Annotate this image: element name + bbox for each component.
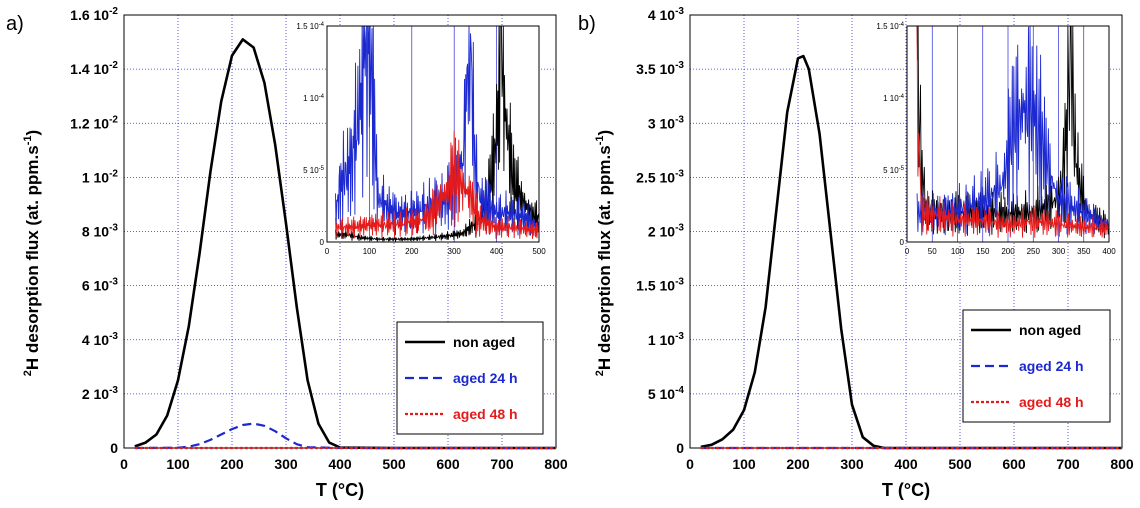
panel-a-ytick-8: 1.6 10-2 xyxy=(70,6,118,23)
panel-b-inset-xtick-350: 350 xyxy=(1077,247,1091,256)
panel-b-xtick-700: 700 xyxy=(1056,456,1080,472)
panel-a-ytick-4: 8 10-3 xyxy=(82,223,119,240)
panel-b-ytick-5: 2.5 10-3 xyxy=(636,168,684,185)
panel-a-legend-label-2: aged 48 h xyxy=(453,406,518,422)
panel-a-xlabel: T (°C) xyxy=(316,480,364,500)
panel-b-ytick-0: 0 xyxy=(676,440,684,456)
panel-b-xtick-500: 500 xyxy=(948,456,972,472)
panel-a-ylabel-main: H desorption flux (at. ppm.s xyxy=(23,145,42,370)
panel-b-inset-xtick-0: 0 xyxy=(905,247,910,256)
panel-a-label: a) xyxy=(6,13,24,35)
panel-a-inset-xtick-300: 300 xyxy=(448,247,462,256)
panel-b-xtick-800: 800 xyxy=(1110,456,1134,472)
panel-a-inset-ytick-1: 5 10-5 xyxy=(303,166,325,175)
panel-a-ytick-7: 1.4 10-2 xyxy=(70,60,118,77)
panel-a-series-aged-24-h xyxy=(134,422,556,450)
panel-b-inset-xtick-50: 50 xyxy=(928,247,937,256)
panel-b-ylabel-main: H desorption flux (at. ppm.s xyxy=(595,145,614,370)
panel-a-xtick-300: 300 xyxy=(274,456,298,472)
panel-b-inset-xtick-300: 300 xyxy=(1052,247,1066,256)
panel-b-inset-series-aged-48-h xyxy=(916,25,1110,238)
panel-b-inset-xtick-400: 400 xyxy=(1102,247,1116,256)
panel-a-inset-ytick-2: 1 10-4 xyxy=(303,94,325,103)
panel-b-ylabel-sup: 2 xyxy=(594,370,606,376)
panel-b-xtick-200: 200 xyxy=(786,456,810,472)
panel-a-ytick-3: 6 10-3 xyxy=(82,277,119,294)
panel-b-inset-series-non-aged xyxy=(916,25,1110,239)
panel-a-xtick-100: 100 xyxy=(166,456,190,472)
panel-b-ytick-2: 1 10-3 xyxy=(648,331,685,348)
panel-b-ytick-3: 1.5 10-3 xyxy=(636,277,684,294)
panel-a-inset-series-non-aged xyxy=(335,25,540,243)
panel-a-xtick-600: 600 xyxy=(436,456,460,472)
panel-a-inset-ytick-3: 1.5 10-4 xyxy=(296,22,324,31)
panel-a-xtick-0: 0 xyxy=(120,456,128,472)
panel-b-ytick-8: 4 10-3 xyxy=(648,6,685,23)
panel-b-legend-label-1: aged 24 h xyxy=(1019,358,1084,374)
panel-b-inset-frame xyxy=(906,25,1110,243)
panel-a-ytick-5: 1 10-2 xyxy=(82,168,119,185)
panel-a-ytick-2: 4 10-3 xyxy=(82,331,119,348)
panel-a-inset-xtick-0: 0 xyxy=(325,247,330,256)
panel-a-ytick-6: 1.2 10-2 xyxy=(70,114,118,131)
panel-b-legend-label-2: aged 48 h xyxy=(1019,394,1084,410)
panel-a-xtick-200: 200 xyxy=(220,456,244,472)
panel-b-inset-ytick-1: 5 10-5 xyxy=(883,166,905,175)
panel-b-ytick-7: 3.5 10-3 xyxy=(636,60,684,77)
panel-a-inset-series-aged-24-h xyxy=(335,25,540,236)
panel-a-inset-series-aged-48-h xyxy=(335,130,540,240)
panel-a-plot: 0 100 200 300 400 500 600 700 800 0 2 10-3 4 10-3 6 … xyxy=(70,6,568,472)
panel-b-xtick-0: 0 xyxy=(686,456,694,472)
panel-b-inset-xtick-150: 150 xyxy=(976,247,990,256)
panel-b-xtick-400: 400 xyxy=(894,456,918,472)
panel-a-legend-label-0: non aged xyxy=(453,334,515,350)
panel-a-xtick-400: 400 xyxy=(328,456,352,472)
panel-b-ylabel: 2H desorption flux (at. ppm.s-1) xyxy=(594,130,614,376)
panel-b-inset-xtick-200: 200 xyxy=(1001,247,1015,256)
panel-a-xtick-500: 500 xyxy=(382,456,406,472)
panel-b-ytick-6: 3 10-3 xyxy=(648,114,685,131)
panel-a-legend-label-1: aged 24 h xyxy=(453,370,518,386)
panel-b-label: b) xyxy=(578,13,596,35)
panel-b-ylabel-end: ) xyxy=(595,130,614,136)
panel-b-xtick-100: 100 xyxy=(732,456,756,472)
panel-a-ylabel-exp: -1 xyxy=(22,135,34,145)
panel-a-ylabel: 2H desorption flux (at. ppm.s-1) xyxy=(22,130,42,376)
panel-b-inset-ytick-3: 1.5 10-4 xyxy=(876,22,904,31)
panel-b-xtick-600: 600 xyxy=(1002,456,1026,472)
panel-a-inset-frame xyxy=(326,25,540,243)
panel-a-xtick-800: 800 xyxy=(544,456,568,472)
panel-a-inset-ytick-0: 0 xyxy=(320,238,325,247)
panel-b-inset-ytick-2: 1 10-4 xyxy=(883,94,905,103)
panel-b-inset-xtick-100: 100 xyxy=(951,247,965,256)
panel-b-ylabel-exp: -1 xyxy=(594,135,606,145)
panel-a-inset-xtick-200: 200 xyxy=(405,247,419,256)
panel-a-inset-xtick-500: 500 xyxy=(532,247,546,256)
panel-a-ylabel-end: ) xyxy=(23,130,42,136)
panel-b-ytick-1: 5 10-4 xyxy=(648,385,685,402)
panel-a-ytick-0: 0 xyxy=(110,440,118,456)
panel-a-xtick-700: 700 xyxy=(490,456,514,472)
panel-b-ytick-4: 2 10-3 xyxy=(648,223,685,240)
panel-b-xlabel: T (°C) xyxy=(882,480,930,500)
panel-a-inset-xtick-100: 100 xyxy=(363,247,377,256)
panel-a-inset-xtick-400: 400 xyxy=(490,247,504,256)
panel-a-ylabel-sup: 2 xyxy=(22,370,34,376)
panel-b-inset-ytick-0: 0 xyxy=(900,238,905,247)
panel-b-legend-label-0: non aged xyxy=(1019,322,1081,338)
panel-b-inset-xtick-250: 250 xyxy=(1027,247,1041,256)
panel-b-xtick-300: 300 xyxy=(840,456,864,472)
panel-a-ytick-1: 2 10-3 xyxy=(82,385,119,402)
